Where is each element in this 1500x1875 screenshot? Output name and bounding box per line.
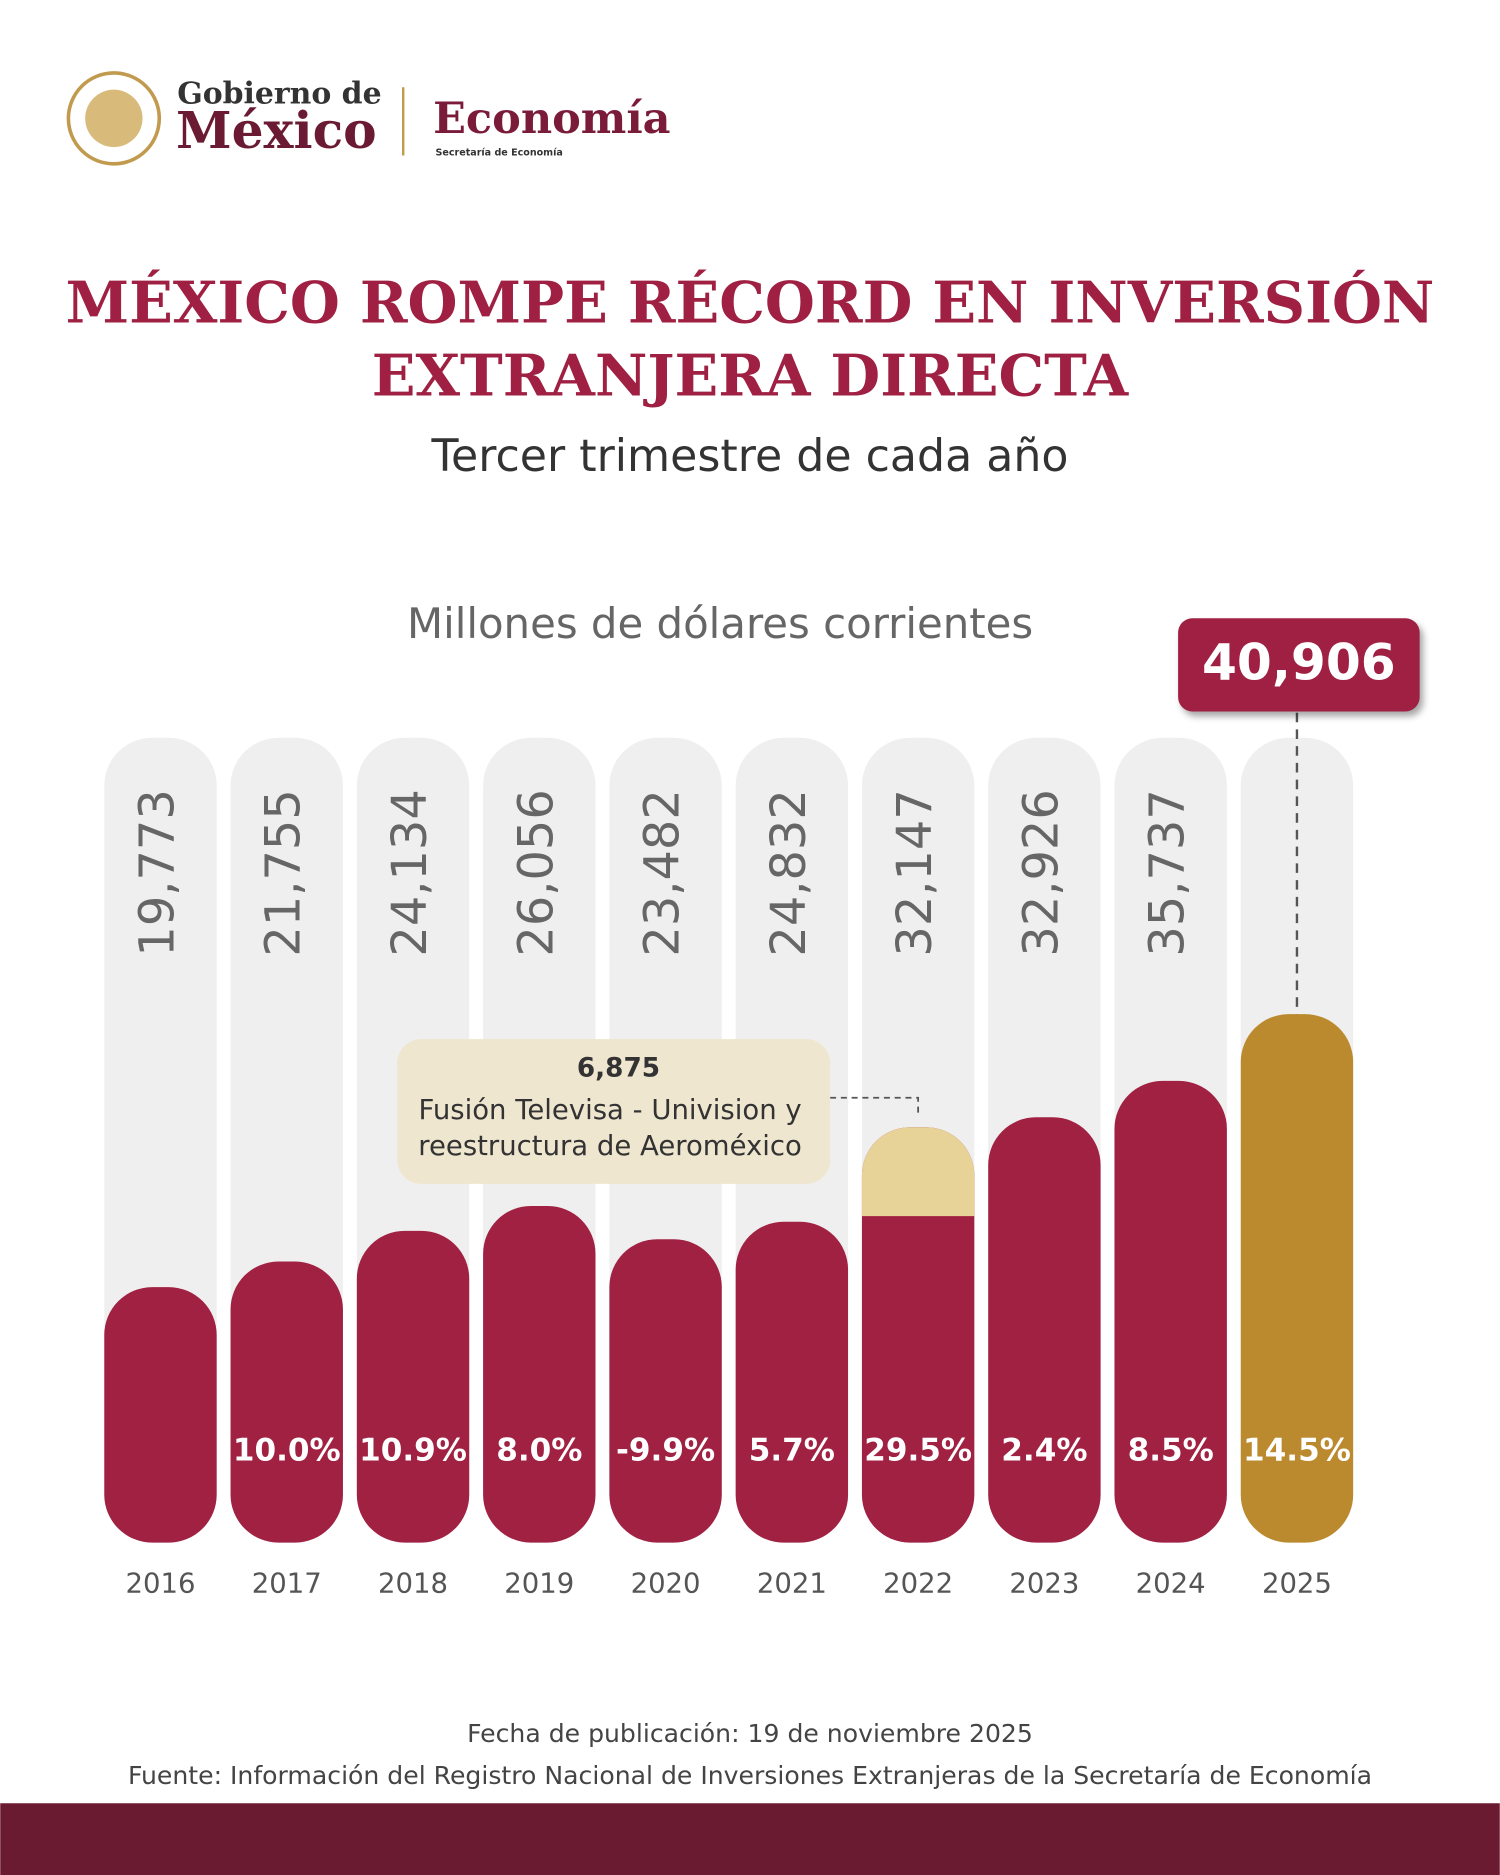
subtitle: Tercer trimestre de cada año	[431, 431, 1069, 482]
footer-date: Fecha de publicación: 19 de noviembre 20…	[467, 1719, 1033, 1748]
bar	[735, 1221, 849, 1543]
annotation-box	[397, 1039, 831, 1184]
bar-highlight	[861, 1127, 975, 1217]
bar	[230, 1261, 343, 1543]
bottom-band	[0, 1803, 1500, 1875]
bar	[483, 1205, 596, 1543]
x-tick-label: 2025	[1262, 1567, 1332, 1599]
title: MÉXICO ROMPE RÉCORD EN INVERSIÓN	[66, 268, 1435, 336]
x-tick-label: 2023	[1009, 1567, 1079, 1599]
growth-label: 8.0%	[496, 1433, 582, 1469]
x-tick-label: 2024	[1136, 1567, 1206, 1599]
value-label: 23,482	[636, 789, 691, 956]
growth-label: 29.5%	[864, 1433, 972, 1469]
value-label: 24,832	[762, 789, 817, 956]
bar	[104, 1287, 217, 1543]
x-tick-label: 2016	[125, 1567, 195, 1599]
value-label: 24,134	[383, 789, 438, 956]
bar	[609, 1239, 722, 1543]
logo: Gobierno de México Economía Secretaría d…	[66, 71, 671, 166]
value-label: 19,773	[130, 789, 185, 956]
growth-label: 5.7%	[749, 1433, 835, 1469]
growth-label: 2.4%	[1001, 1433, 1087, 1469]
x-tick-label: 2022	[883, 1567, 953, 1599]
value-label: 32,147	[888, 789, 943, 956]
bar	[1240, 1014, 1354, 1543]
value-label: 32,926	[1014, 789, 1069, 956]
bar	[1114, 1080, 1227, 1543]
value-label: 26,056	[509, 789, 564, 956]
y-label: Millones de dólares corrientes	[407, 599, 1033, 648]
x-tick-label: 2019	[504, 1567, 574, 1599]
callout-box	[1178, 618, 1420, 712]
bar	[356, 1230, 470, 1543]
growth-label: 14.5%	[1243, 1433, 1351, 1469]
value-label: 40,906	[1202, 633, 1396, 692]
bar	[861, 1127, 975, 1543]
gov-line1: Gobierno de	[177, 77, 381, 112]
footer-source: Fuente: Información del Registro Naciona…	[128, 1761, 1372, 1790]
x-tick-label: 2018	[378, 1567, 448, 1599]
growth-label: -9.9%	[616, 1433, 715, 1469]
agency: Economía	[433, 94, 670, 144]
emblem-center	[85, 89, 143, 148]
annotation-text: Fusión Televisa - Univision y	[419, 1094, 802, 1126]
plot: 19,773 2016 21,755 10.0% 2017 24,134 10.9% 2018…	[104, 618, 1420, 1599]
gov-line2: México	[176, 101, 377, 160]
emblem	[66, 71, 162, 166]
title: EXTRANJERA DIRECTA	[372, 341, 1130, 409]
annotation-value: 6,875	[577, 1054, 660, 1084]
value-label: 21,755	[257, 789, 312, 956]
growth-label: 8.5%	[1128, 1433, 1214, 1469]
growth-label: 10.0%	[233, 1433, 341, 1469]
x-tick-label: 2021	[757, 1567, 827, 1599]
bar	[988, 1117, 1101, 1543]
value-label: 35,737	[1141, 789, 1196, 956]
annotation-text: reestructura de Aeroméxico	[418, 1130, 802, 1162]
x-tick-label: 2017	[252, 1567, 322, 1599]
leader-line	[830, 1096, 920, 1116]
agency-sub: Secretaría de Economía	[436, 148, 563, 159]
x-tick-label: 2020	[631, 1567, 701, 1599]
growth-label: 10.9%	[359, 1433, 467, 1469]
